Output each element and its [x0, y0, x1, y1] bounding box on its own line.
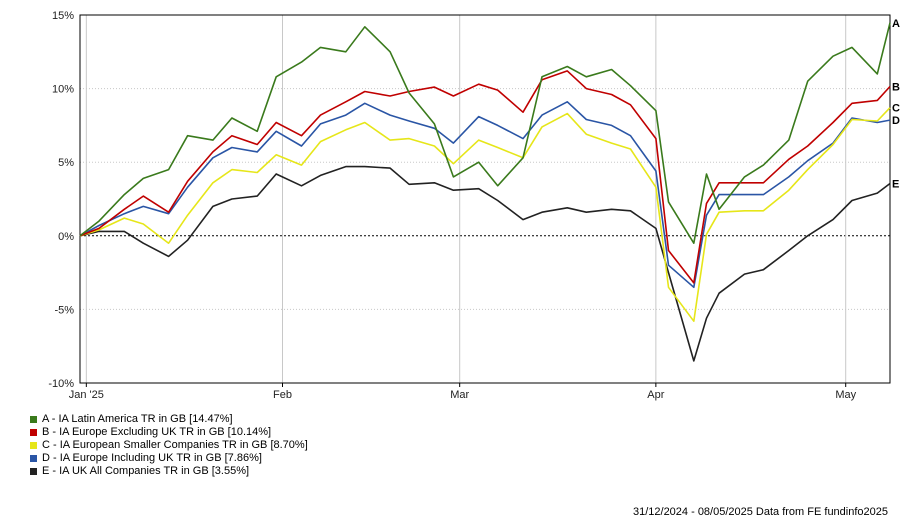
y-tick-label: 5%	[58, 157, 74, 169]
y-tick-label: 15%	[52, 10, 74, 22]
end-label-e: E	[892, 179, 899, 191]
x-tick-label: May	[835, 389, 856, 401]
end-label-b: B	[892, 82, 900, 94]
y-tick-label: -5%	[54, 304, 74, 316]
end-label-d: D	[892, 115, 900, 127]
legend-swatch	[30, 468, 37, 475]
plot-frame	[79, 14, 891, 384]
series-line-a	[79, 22, 891, 244]
legend-swatch	[30, 429, 37, 436]
end-label-a: A	[892, 18, 900, 30]
axes: -10% -5% 0% 5% 10% 15% Jan '25 Feb Mar Apr May	[48, 10, 891, 401]
legend-swatch	[30, 416, 37, 423]
y-tick-label: -10%	[48, 378, 74, 390]
legend-item-d: D - IA Europe Including UK TR in GB [7.8…	[30, 452, 308, 465]
x-tick-label: Jan '25	[69, 389, 104, 401]
series-end-labels: A BCD E	[892, 18, 900, 191]
legend-item-e: E - IA UK All Companies TR in GB [3.55%]	[30, 465, 308, 478]
legend-item-b: B - IA Europe Excluding UK TR in GB [10.…	[30, 426, 308, 439]
legend-label: B - IA Europe Excluding UK TR in GB [10.…	[42, 426, 272, 438]
series-line-c	[79, 107, 891, 323]
series-line-d	[79, 101, 891, 289]
series-line-b	[79, 70, 891, 284]
legend-label: C - IA European Smaller Companies TR in …	[42, 439, 308, 451]
legend-label: D - IA Europe Including UK TR in GB [7.8…	[42, 452, 262, 464]
legend-item-c: C - IA European Smaller Companies TR in …	[30, 439, 308, 452]
legend-swatch	[30, 442, 37, 449]
legend-item-a: A - IA Latin America TR in GB [14.47%]	[30, 413, 308, 426]
legend-swatch	[30, 455, 37, 462]
y-tick-label: 0%	[58, 231, 74, 243]
legend-label: A - IA Latin America TR in GB [14.47%]	[42, 413, 233, 425]
x-tick-label: Mar	[450, 389, 469, 401]
chart-legend: A - IA Latin America TR in GB [14.47%] B …	[30, 413, 308, 478]
y-tick-label: 10%	[52, 84, 74, 96]
series-lines	[79, 22, 891, 362]
x-tick-label: Apr	[647, 389, 664, 401]
end-label-c: C	[892, 103, 900, 115]
grid	[80, 15, 890, 383]
source-text: 31/12/2024 - 08/05/2025 Data from FE fun…	[632, 506, 888, 518]
series-line-e	[79, 165, 891, 362]
legend-label: E - IA UK All Companies TR in GB [3.55%]	[42, 465, 250, 477]
x-tick-label: Feb	[273, 389, 292, 401]
